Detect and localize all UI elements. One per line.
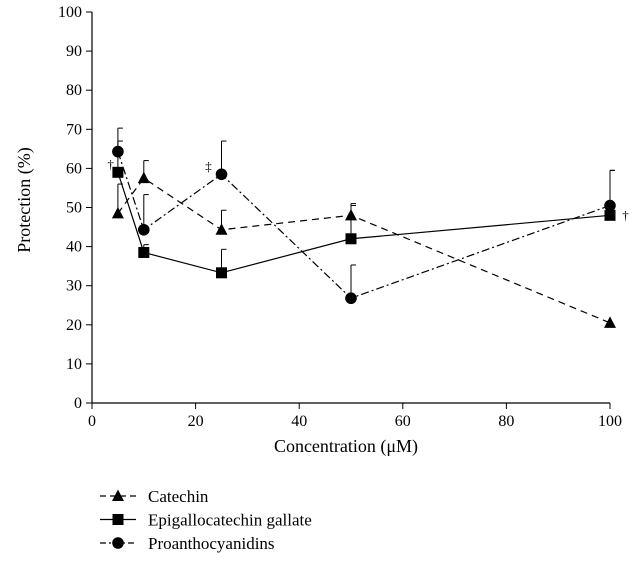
annotation-mark: ‡ [205,158,212,173]
legend-marker [112,489,124,501]
legend-marker [112,514,124,525]
data-point [604,199,616,212]
legend: Catechin Epigallocatechin gallate Proantho… [100,487,312,553]
legend-item-2: Proanthocyanidins [100,534,275,553]
legend-marker [112,537,124,549]
y-tick-label: 10 [66,356,82,373]
y-tick-label: 40 [66,239,82,256]
x-tick-label: 60 [395,413,411,430]
y-tick-label: 60 [66,160,82,177]
data-point [137,171,150,184]
series-line [117,177,611,324]
series-layer [111,127,616,328]
data-point [111,206,124,219]
annotations: † ‡ † [107,156,629,222]
y-tick-label: 30 [66,278,82,295]
data-point [345,292,357,305]
series-2 [112,127,616,305]
series-1 [112,140,616,279]
x-axis-title: Concentration (μM) [274,436,418,457]
legend-label: Catechin [148,487,209,506]
annotation-mark: † [622,207,629,222]
data-point [215,223,228,235]
series-line [117,151,611,299]
data-point [138,246,150,258]
legend-item-0: Catechin [100,487,209,506]
data-point [345,233,357,245]
y-axis-title: Protection (%) [14,147,35,252]
data-point [216,267,227,279]
y-tick-label: 70 [66,121,82,138]
y-tick-label: 100 [58,4,82,21]
annotation-mark: † [107,156,114,171]
x-tick-label: 0 [88,413,96,430]
data-point [138,223,150,236]
data-point [604,209,616,221]
data-point [112,166,124,178]
x-tick-label: 40 [291,413,307,430]
x-ticks: 0 20 40 60 80 100 [88,403,622,430]
x-tick-label: 20 [188,413,204,430]
legend-item-1: Epigallocatechin gallate [100,511,312,530]
data-point [112,145,124,158]
y-tick-label: 0 [74,395,82,412]
y-tick-label: 90 [66,43,82,60]
data-point [215,168,228,181]
data-point [604,316,616,328]
legend-label: Epigallocatechin gallate [148,511,312,530]
x-tick-label: 100 [598,413,622,430]
series-line [117,172,611,274]
series-0 [111,160,616,328]
y-tick-label: 80 [66,82,82,99]
legend-label: Proanthocyanidins [148,534,275,553]
y-ticks: 0 10 20 30 40 50 60 70 80 90 100 [58,4,92,412]
y-tick-label: 20 [66,317,82,334]
y-tick-label: 50 [66,200,82,217]
x-tick-label: 80 [498,413,514,430]
